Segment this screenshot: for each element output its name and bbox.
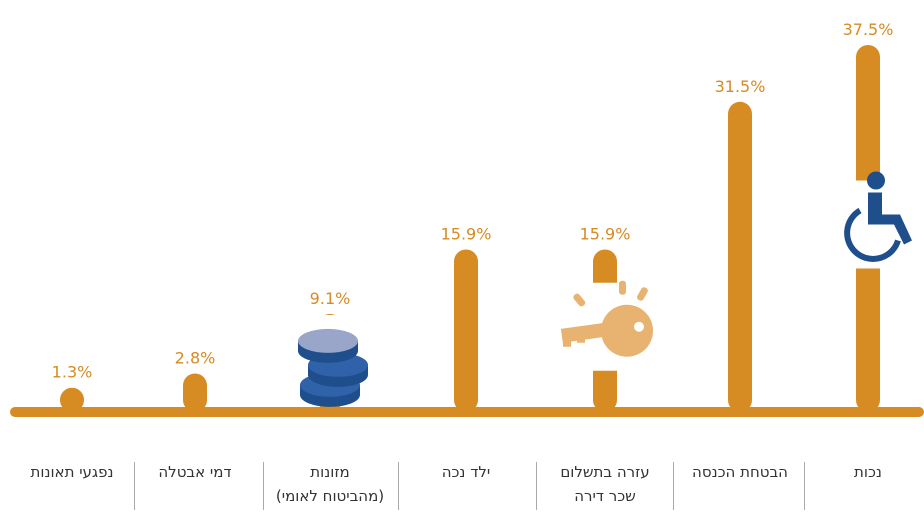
- category-label: הבטחת הכנסה: [692, 463, 788, 481]
- value-label: 15.9%: [441, 224, 492, 243]
- separator: [535, 462, 537, 510]
- value-label: 15.9%: [580, 224, 631, 243]
- category-label: דמי אבטלה: [158, 463, 232, 481]
- separator: [133, 462, 135, 510]
- category-label: נכות: [854, 463, 882, 481]
- separator: [398, 462, 399, 510]
- category-label: עזרה בתשלום שכר דירה: [560, 463, 650, 505]
- bar: [60, 387, 84, 412]
- bar: [183, 373, 207, 412]
- value-label: 31.5%: [715, 77, 766, 96]
- bar: [454, 249, 478, 412]
- value-label: 1.3%: [52, 363, 93, 382]
- category-label: מזונות (מהביטוח לאומי): [275, 463, 385, 505]
- separator: [672, 462, 674, 510]
- category-label: ילד נכה: [441, 463, 491, 481]
- value-label: 9.1%: [310, 289, 351, 308]
- separator: [804, 462, 805, 510]
- value-label: 37.5%: [843, 20, 894, 39]
- bar: [728, 101, 752, 413]
- baseline: [10, 407, 924, 417]
- separator: [262, 462, 264, 510]
- icon: [298, 328, 368, 407]
- value-label: 2.8%: [175, 348, 216, 367]
- category-label: נפגעי תאונות: [30, 463, 114, 481]
